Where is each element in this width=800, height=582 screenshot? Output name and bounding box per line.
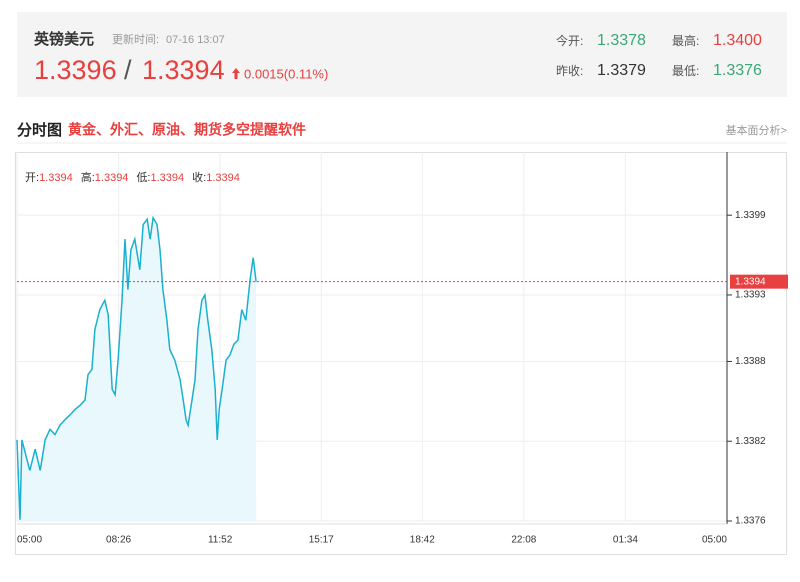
chart: 1.3399 1.3393 1.3388 1.3382 1.3376 05:00 08:26… [16, 152, 788, 546]
price-change: 0.0015(0.11%) [244, 66, 328, 81]
y-tick-label: 1.3376 [735, 516, 766, 527]
last-price-box [730, 274, 788, 289]
ask-price: 1.3394 [142, 55, 225, 85]
ohlc-value: 1.3394 [95, 172, 129, 184]
stat-value: 1.3400 [713, 32, 762, 49]
stat-value: 1.3378 [597, 32, 646, 49]
stat-label: 最高: [672, 33, 699, 48]
quote-box [17, 12, 787, 97]
x-tick-label: 01:34 [613, 535, 638, 546]
y-tick-label: 1.3393 [735, 290, 766, 301]
section-title: 分时图 [17, 122, 62, 139]
x-tick-label: 18:42 [410, 535, 435, 546]
stat-value: 1.3376 [713, 62, 762, 79]
x-tick-label: 22:08 [511, 535, 536, 546]
promo-link[interactable]: 黄金、外汇、原油、期货多空提醒软件 [68, 122, 306, 138]
ohlc-value: 1.3394 [39, 172, 73, 184]
price-line [16, 215, 257, 520]
x-tick-label: 11:52 [208, 535, 233, 546]
y-tick-label: 1.3399 [735, 210, 766, 221]
ohlc-label: 低: [136, 171, 150, 184]
stat-label: 昨收: [556, 64, 583, 78]
stat-value: 1.3379 [597, 62, 646, 79]
update-time: 07-16 13:07 [166, 34, 225, 46]
analysis-link[interactable]: 基本面分析> [726, 123, 787, 137]
x-tick-label: 08:26 [106, 535, 131, 546]
ohlc-value: 1.3394 [206, 172, 240, 184]
y-tick-label: 1.3388 [735, 356, 766, 367]
x-tick-label: 05:00 [17, 535, 42, 546]
update-label: 更新时间: [112, 32, 159, 46]
up-arrow [232, 68, 240, 79]
x-tick-label: 05:00 [702, 535, 727, 546]
symbol-title: 英镑美元 [34, 30, 94, 48]
stat-label: 最低: [672, 64, 699, 78]
ohlc-label: 开: [25, 172, 39, 184]
ohlc-value: 1.3394 [151, 172, 185, 184]
ohlc-label: 收: [192, 170, 206, 184]
ohlc-label: 高: [81, 170, 95, 184]
y-tick-label: 1.3382 [735, 436, 766, 447]
area [17, 217, 257, 522]
stat-label: 今开: [556, 33, 583, 48]
bid-price: 1.3396 [34, 55, 117, 85]
x-tick-label: 15:17 [309, 535, 334, 546]
last-price-label: 1.3394 [735, 276, 766, 287]
separator: / [124, 55, 132, 85]
